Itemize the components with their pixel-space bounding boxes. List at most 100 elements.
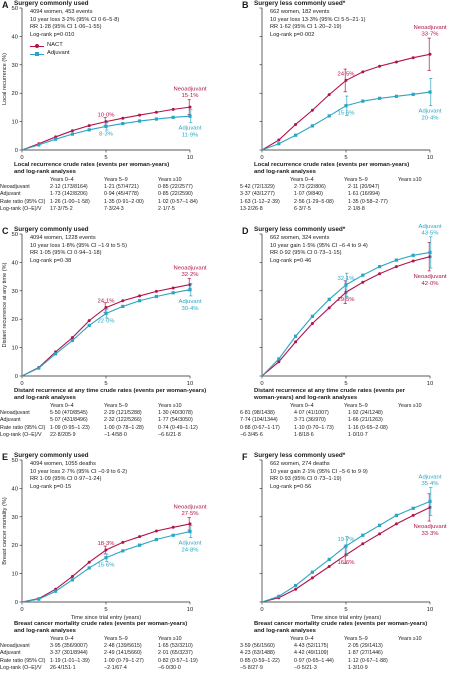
nact-point <box>70 574 74 578</box>
chart-svg: 0 10 20 30 40 50 0 5 10 Breast cancer mortality (… <box>2 458 207 621</box>
row-label: Rate ratio (95% CI) <box>0 657 46 664</box>
y-axis-label: Distant recurrence at any time (%) <box>2 262 8 347</box>
annotation-value: 33·7% <box>421 32 439 38</box>
table-cell: −2·1/67·4 <box>104 664 127 671</box>
adjuvant-point <box>310 570 314 574</box>
chart-panel-a: A Surgery commonly used 4094 women, 453 ev… <box>0 0 230 218</box>
adjuvant-point <box>361 99 365 103</box>
table-cell: −6·0/30·0 <box>158 664 181 671</box>
adjuvant-point <box>188 288 192 292</box>
table-title: Breast cancer mortality crude rates (eve… <box>254 621 427 635</box>
stats-line: 662 women, 274 deaths <box>270 461 330 467</box>
table-cell: 2·1/7·5 <box>158 205 175 212</box>
x-tick-label: 5 <box>344 381 347 387</box>
annotation-value: 15·6% <box>97 563 115 569</box>
nact-point <box>378 532 382 536</box>
panel-title: Surgery commonly used <box>14 0 89 7</box>
adjuvant-point <box>378 96 382 100</box>
nact-point <box>121 116 125 120</box>
panel-title: Surgery less commonly used* <box>254 226 346 233</box>
x-tick-label: 5 <box>344 607 347 613</box>
adjuvant-point <box>104 556 108 560</box>
table-cell: 13·2/26·8 <box>240 205 263 212</box>
adjuvant-point <box>344 104 348 108</box>
series-annotation-label: Adjuvant <box>419 475 442 481</box>
nact-point <box>327 565 331 568</box>
y-tick-label: 20 <box>12 317 18 323</box>
table-cell: 1·92 (24/1248) <box>348 410 383 417</box>
square-marker-icon <box>35 52 39 56</box>
table-cell: 2·73 (22/806) <box>294 184 326 191</box>
chart-panel-d: D Surgery less commonly used* 662 women, 3… <box>240 224 470 444</box>
annotation-value: 11·9% <box>182 133 199 139</box>
stats-line: 10 year loss 1·8% (95% CI –1·9 to 5·5) <box>30 242 128 249</box>
series-annotation-label: Neoadjuvant <box>173 265 206 271</box>
stats-block: 4094 women, 453 events 10 year loss 3·2% … <box>30 9 119 39</box>
stats-line: RR 1·09 (95% CI 0·97–1·24) <box>30 476 102 482</box>
table-cell: 4·07 (41/1007) <box>294 410 329 417</box>
table-cell: 0·85 (22/2577) <box>158 184 193 191</box>
nact-point <box>154 289 158 293</box>
period-header: Years ≥10 <box>398 636 422 642</box>
annotation-value: 10·0% <box>97 113 115 119</box>
y-tick-label: 10 <box>12 346 18 352</box>
x-tick-label: 0 <box>260 607 263 613</box>
circle-marker-icon <box>35 44 39 48</box>
adjuvant-point <box>310 314 314 318</box>
adjuvant-point <box>327 114 331 118</box>
table-title-line: Local recurrence crude rates (events per… <box>254 162 410 168</box>
panel-letter: D <box>242 226 249 236</box>
adjuvant-point <box>344 283 348 287</box>
adjuvant-point <box>70 132 74 136</box>
table-cell: 1·00 (0·79–1·27) <box>104 657 144 664</box>
stats-line: 10 year loss 13·3% (95% CI 5·5–21·1) <box>270 16 366 23</box>
table-title-line: and log-rank analyses <box>14 395 76 401</box>
table-cell: 1·02 (0·57–1·84) <box>158 198 198 205</box>
period-header: Years ≥10 <box>158 403 182 409</box>
table-cell: −0·5/21·3 <box>294 664 317 671</box>
table-title-line: Distant recurrence at any time crude rat… <box>254 388 405 394</box>
adjuvant-point <box>70 338 74 343</box>
row-label: Log-rank (O–E)/V <box>0 431 42 438</box>
x-tick-label: 0 <box>20 381 23 387</box>
y-tick-label: 50 <box>12 6 18 12</box>
row-label: Neoadjuvant <box>0 184 30 191</box>
x-axis-label: Time since trial entry (years) <box>311 615 381 621</box>
x-tick-label: 10 <box>187 155 193 161</box>
table-cell: 1·09 (0·95–1·23) <box>50 424 90 431</box>
adjuvant-point <box>361 273 365 277</box>
nact-point <box>310 576 314 580</box>
annotation-value: 24·1% <box>97 299 115 305</box>
panel-title: Surgery commonly used <box>14 226 89 233</box>
table-cell: −6·6/21·8 <box>158 431 181 438</box>
table-cell: 1·66 (21/1263) <box>348 417 383 424</box>
row-label: Log-rank (O–E)/V <box>0 664 42 671</box>
adjuvant-series-line <box>261 91 431 151</box>
adjuvant-point <box>361 533 365 537</box>
chart-svg: 0 10 20 30 40 50 0 5 10 Local recurrence (%) 10·0%… <box>2 6 207 161</box>
stats-line: RR 1·05 (95% CI 0·94–1·18) <box>30 250 102 256</box>
table-title-line: Breast cancer mortality crude rates (eve… <box>254 621 428 627</box>
stats-line: 662 women, 182 events <box>270 9 330 15</box>
series-annotation-label: Neoadjuvant <box>173 87 206 93</box>
table-cell: 1·61 (16/994) <box>348 191 380 198</box>
y-axis-label: Breast cancer mortality (%) <box>2 497 8 565</box>
nact-point <box>154 529 158 533</box>
table-cell: 1·73 (142/8206) <box>50 191 88 198</box>
table-title-line: Local recurrence crude rates (events per… <box>14 162 170 168</box>
annotation-value: 43·5% <box>421 230 439 236</box>
table-cell: 2·49 (141/5660) <box>104 650 142 657</box>
nact-point <box>294 122 298 126</box>
table-cell: 1·3/10·9 <box>348 664 368 671</box>
table-title-line: and log-rank analyses <box>14 628 76 634</box>
nact-point <box>394 265 398 269</box>
adjuvant-point <box>70 578 74 582</box>
nact-point <box>87 124 91 128</box>
nact-point <box>294 587 298 591</box>
stats-line: 10 year gain 1·5% (95% CI −6·4 to 9·4) <box>270 242 368 249</box>
table-cell: 1·35 (0·58–2·77) <box>348 198 388 205</box>
stats-line: Log-rank p=0·15 <box>30 483 72 490</box>
table-cell: 6·3/7·5 <box>294 205 311 212</box>
nact-point <box>154 110 158 114</box>
